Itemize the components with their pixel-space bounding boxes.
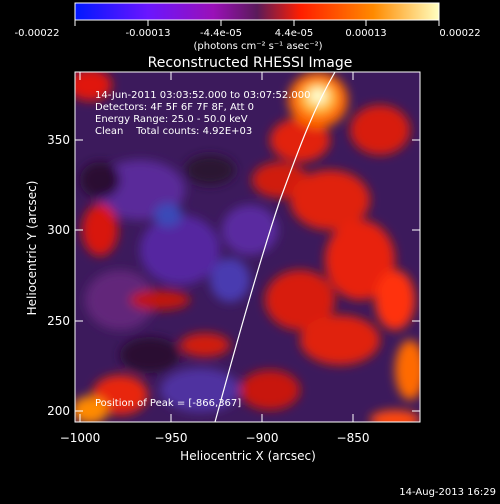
x-tick-label: −1000: [60, 431, 101, 445]
colorbar: -0.00022 -0.00013 -4.4e-05 4.4e-05 0.000…: [15, 2, 481, 52]
colorbar-tick-label: -0.00022: [15, 28, 60, 39]
plot-frame: [74, 71, 421, 423]
y-tick-label: 300: [47, 223, 70, 237]
timestamp: 14-Aug-2013 16:29: [399, 487, 496, 498]
colorbar-gradient: [74, 2, 440, 21]
colorbar-units: (photons cm⁻² s⁻¹ asec⁻²): [193, 41, 322, 52]
colorbar-tick-label: 0.00022: [439, 28, 480, 39]
solar-limb: [214, 72, 336, 422]
peak-position-label: Position of Peak = [-866,367]: [95, 398, 241, 409]
x-tick-label: −900: [246, 431, 279, 445]
energy-range-label: Energy Range: 25.0 - 50.0 keV: [95, 114, 248, 125]
detectors-label: Detectors: 4F 5F 6F 7F 8F, Att 0: [95, 102, 254, 113]
y-axis-label: Heliocentric Y (arcsec): [25, 181, 39, 316]
x-tick-label: −950: [155, 431, 188, 445]
reconstructed-image: [75, 72, 420, 422]
colorbar-tick-label: -0.00013: [126, 28, 171, 39]
y-tick-label: 350: [47, 133, 70, 147]
clean-counts-label: Clean Total counts: 4.92E+03: [95, 126, 252, 137]
y-tick-label: 250: [47, 314, 70, 328]
plot-title: Reconstructed RHESSI Image: [148, 55, 353, 71]
colorbar-tick-label: -4.4e-05: [200, 28, 242, 39]
colorbar-tick-label: 0.00013: [345, 28, 386, 39]
time-range-label: 14-Jun-2011 03:03:52.000 to 03:07:52.000: [95, 90, 311, 101]
x-tick-label: −850: [337, 431, 370, 445]
y-tick-label: 200: [47, 404, 70, 418]
x-axis-label: Heliocentric X (arcsec): [180, 449, 316, 463]
colorbar-tick-label: 4.4e-05: [275, 28, 313, 39]
